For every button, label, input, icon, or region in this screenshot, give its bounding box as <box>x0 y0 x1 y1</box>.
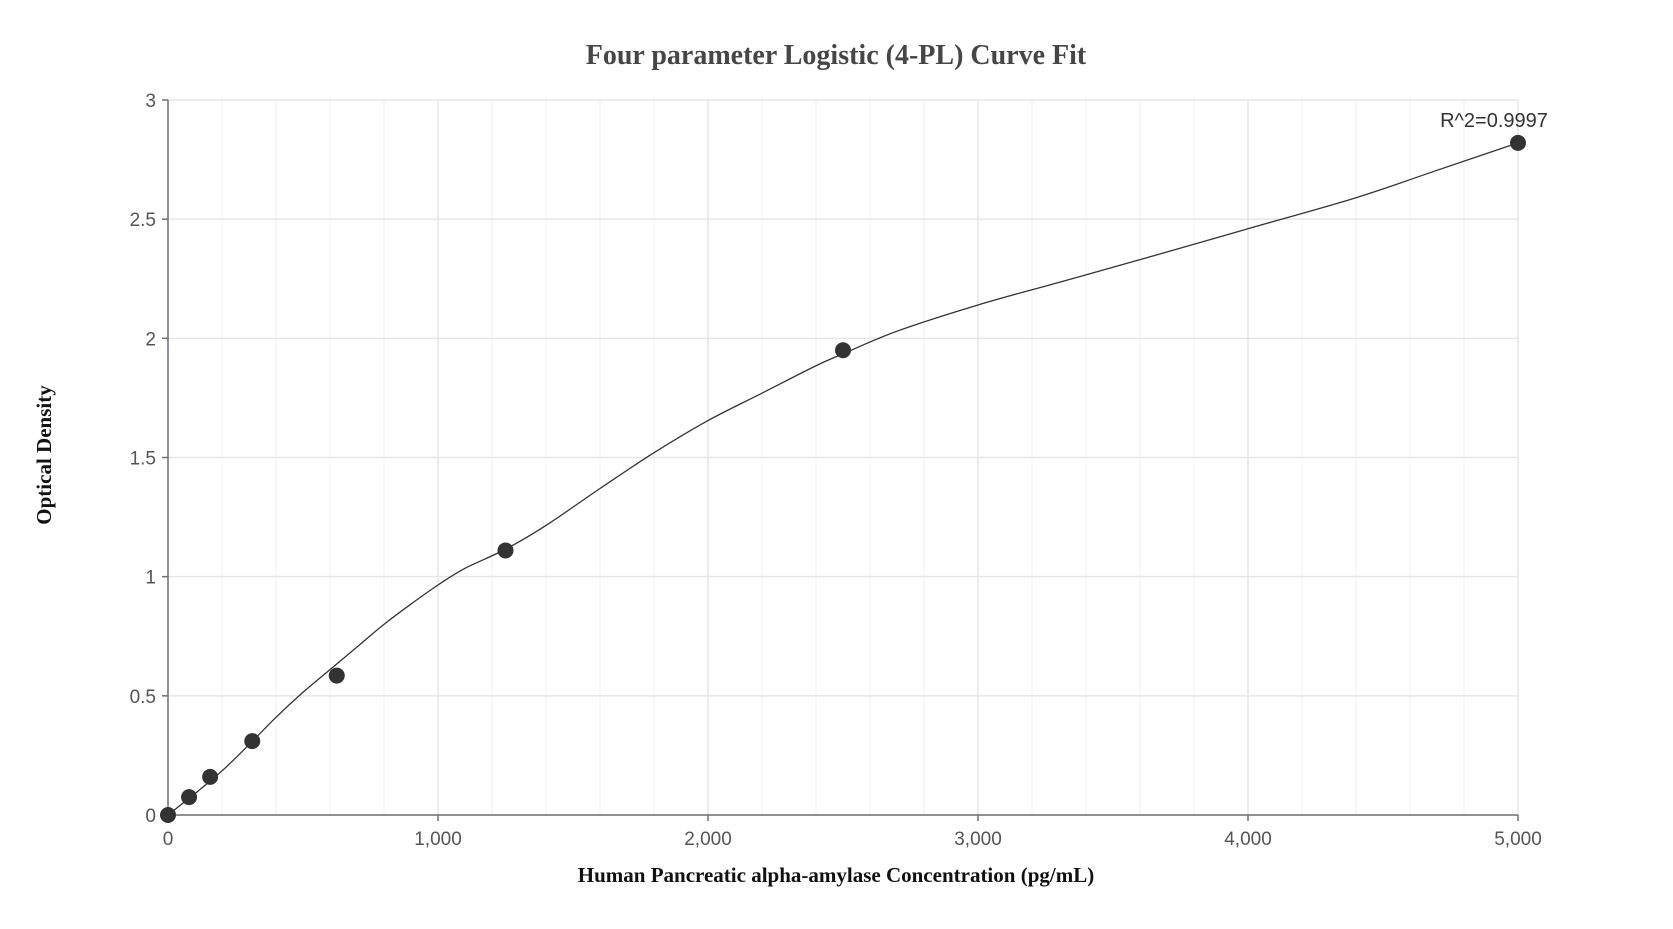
x-tick-label: 1,000 <box>414 829 462 850</box>
y-tick-label: 0.5 <box>130 687 156 708</box>
fit-curve <box>167 142 1519 816</box>
x-axis-title: Human Pancreatic alpha-amylase Concentra… <box>578 863 1094 887</box>
y-tick-label: 3 <box>145 91 156 112</box>
y-tick-label: 2.5 <box>130 210 156 231</box>
fit-curve-layer <box>167 142 1519 816</box>
data-point <box>835 342 851 359</box>
y-tick-label: 0 <box>145 806 156 827</box>
y-tick-label: 1 <box>145 568 156 589</box>
data-point <box>202 768 219 785</box>
y-tick-label: 2 <box>145 329 156 350</box>
x-tick-label: 0 <box>163 829 174 850</box>
data-point <box>181 789 198 806</box>
data-point <box>244 733 261 750</box>
y-axis-title: Optical Density <box>32 385 56 525</box>
x-tick-label: 2,000 <box>684 829 732 850</box>
x-tick-label: 5,000 <box>1494 829 1542 850</box>
grid <box>167 99 1519 816</box>
r-squared-annotation: R^2=0.9997 <box>1440 110 1548 132</box>
data-point <box>160 807 176 823</box>
data-point <box>497 542 514 559</box>
x-tick-label: 4,000 <box>1224 829 1272 850</box>
axes: 0 1,000 2,000 3,000 4,000 5,000 0 0.5 1 1.5 2 2.5 3 <box>130 91 1542 850</box>
data-point <box>1510 134 1526 151</box>
x-tick-label: 3,000 <box>954 829 1002 850</box>
chart-title: Four parameter Logistic (4-PL) Curve Fit <box>586 40 1087 71</box>
data-point <box>328 667 345 684</box>
y-tick-label: 1.5 <box>130 449 156 470</box>
data-points <box>160 134 1526 823</box>
